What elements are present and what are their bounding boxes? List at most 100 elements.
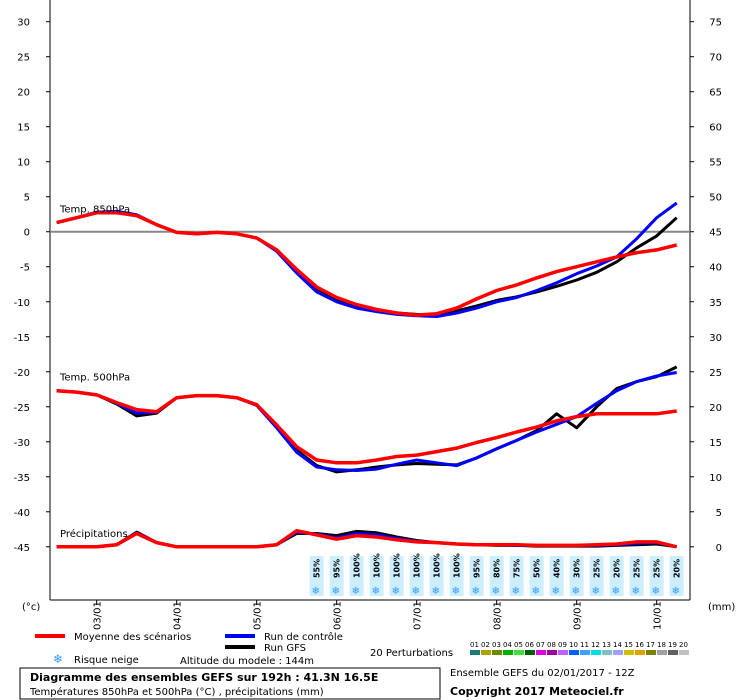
y2-tick-label: 35 [709,298,722,309]
perturbation-number: 03 [492,641,501,649]
snow-risk-label: 55% [313,559,322,578]
snow-icon: ❄ [572,586,580,597]
snow-risk-label: 25% [593,559,602,578]
y2-tick-label: 70 [709,53,722,64]
perturbation-swatch [470,650,480,655]
perturbation-swatch [536,650,546,655]
perturbation-number: 04 [503,641,512,649]
x-tick-label: 06/01 [333,601,344,630]
altitude: Altitude du modele : 144m [180,656,314,667]
title-box [19,667,441,700]
chart-title: Diagramme des ensembles GEFS sur 192h : … [30,671,378,684]
perturbation-swatch [492,650,502,655]
x-tick-label: 04/01 [173,601,184,630]
snow-risk-box [389,556,404,596]
perturbation-swatch [602,650,612,655]
perturbation-number: 14 [613,641,622,649]
snow-risk-label: 20% [613,559,622,578]
perturbation-swatch [547,650,557,655]
snow-risk-label: 50% [533,559,542,578]
y2-tick-label: 45 [709,228,722,239]
perturbation-swatch [646,650,656,655]
perturbation-number: 05 [514,641,523,649]
perturbation-swatch [679,650,689,655]
run-label: Ensemble GEFS du 02/01/2017 - 12Z [450,668,635,679]
panel-label: Précipitations [60,528,128,540]
perturbation-number: 19 [668,641,677,649]
series-line [56,211,678,317]
snow-legend-label: Risque neige [74,655,139,666]
chart-subtitle: Températures 850hPa et 500hPa (°C) , pré… [29,686,324,698]
snow-risk-label: 95% [333,559,342,578]
y2-tick-label: 65 [709,88,722,99]
perturbation-swatch [481,650,491,655]
snow-risk-label: 30% [573,559,582,578]
snow-risk-label: 100% [453,553,462,578]
series-line [56,388,677,465]
snow-icon: ❄ [552,586,560,597]
snow-icon: ❄ [612,586,620,597]
snow-risk-box [449,556,464,596]
perturbation-swatch [635,650,645,655]
perturbation-number: 09 [558,641,567,649]
perturbation-number: 13 [602,641,611,649]
x-tick-label: 08/01 [493,601,504,630]
y-tick-label: -20 [14,368,30,379]
snow-icon: ❄ [53,652,63,666]
perturbation-swatch [503,650,513,655]
snow-risk-box [309,556,324,596]
snow-risk-label: 25% [653,559,662,578]
y-tick-label: -30 [14,438,30,449]
snow-risk-box [669,556,684,596]
perturbation-swatch [580,650,590,655]
snow-risk-label: 20% [673,559,682,578]
snow-risk-label: 25% [633,559,642,578]
snow-risk-box [469,556,484,596]
panel-label: Temp. 850hPa [59,205,130,216]
snow-risk-label: 75% [513,559,522,578]
snow-risk-box [529,556,544,596]
y2-tick-label: 25 [709,368,722,379]
y-tick-label: 10 [17,158,30,169]
snow-risk-box [369,556,384,596]
snow-risk-box [569,556,584,596]
y-axis-label: (°c) [22,602,40,613]
panel-label: Temp. 500hPa [59,373,130,384]
snow-risk-box [589,556,604,596]
y-tick-label: -5 [20,263,30,274]
y2-tick-label: 60 [709,123,722,134]
perturbation-number: 15 [624,641,633,649]
snow-risk-label: 100% [373,553,382,578]
y-tick-label: -35 [14,473,30,484]
snow-risk-label: 100% [433,553,442,578]
y2-tick-label: 5 [716,508,722,519]
legend-label: Moyenne des scénarios [74,631,191,643]
y2-tick-label: 30 [709,333,722,344]
perturbation-swatch [558,650,568,655]
snow-icon: ❄ [392,586,400,597]
x-tick-label: 09/01 [573,601,584,630]
y2-tick-label: 55 [709,158,722,169]
snow-icon: ❄ [472,586,480,597]
perturbation-swatch [657,650,667,655]
x-tick-label: 05/01 [253,601,264,630]
y2-tick-label: 15 [709,438,722,449]
perturbation-number: 18 [657,641,666,649]
perturbation-number: 08 [547,641,556,649]
snow-icon: ❄ [532,586,540,597]
snow-risk-label: 100% [413,553,422,578]
snow-risk-label: 100% [353,553,362,578]
snow-risk-box [509,556,524,596]
snow-icon: ❄ [332,586,340,597]
snow-risk-box [609,556,624,596]
perturbation-swatch [624,650,634,655]
perturbation-swatch [569,650,579,655]
perturbation-swatch [668,650,678,655]
y-tick-label: -10 [14,298,30,309]
legend-label: Run de contrôle [264,631,343,643]
snow-risk-label: 40% [553,559,562,578]
perturbation-number: 16 [635,641,644,649]
y-tick-label: 15 [17,123,30,134]
y2-tick-label: 10 [709,473,722,484]
snow-risk-box [489,556,504,596]
